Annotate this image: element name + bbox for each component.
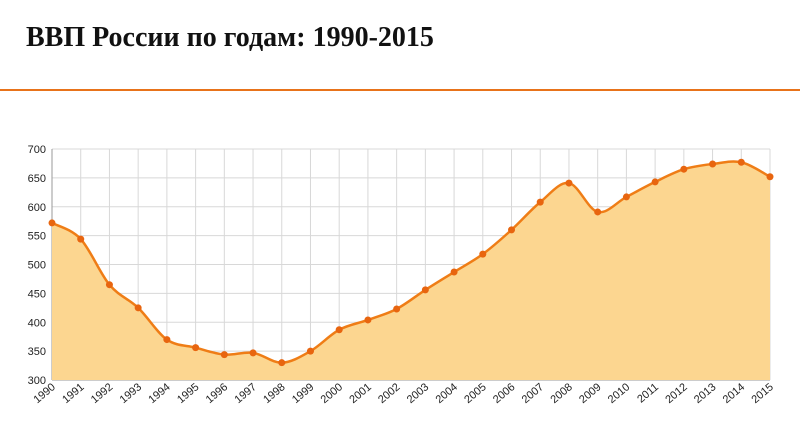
point	[651, 178, 659, 186]
x-tick-label: 2011	[635, 381, 661, 405]
x-tick-label: 1991	[60, 381, 86, 406]
y-tick-label: 350	[28, 346, 46, 358]
point	[249, 349, 257, 357]
point	[220, 351, 228, 359]
point	[709, 160, 717, 168]
x-tick-label: 2014	[721, 381, 747, 406]
point	[134, 304, 142, 312]
x-tick-label: 2003	[405, 381, 431, 406]
point	[536, 198, 544, 206]
point	[479, 250, 487, 258]
point	[48, 219, 56, 227]
x-tick-label: 2000	[319, 381, 345, 406]
y-tick-label: 550	[28, 231, 46, 243]
point	[680, 165, 688, 173]
point	[278, 359, 286, 367]
x-tick-label: 2001	[347, 381, 373, 406]
point	[594, 208, 602, 216]
x-tick-label: 2004	[434, 381, 460, 406]
x-tick-label: 1996	[204, 381, 230, 406]
point	[105, 281, 113, 289]
x-tick-label: 1999	[290, 381, 316, 406]
x-tick-label: 1994	[146, 381, 172, 406]
x-tick-label: 1993	[118, 381, 144, 406]
x-tick-label: 2010	[606, 381, 632, 406]
x-tick-label: 1995	[175, 381, 201, 406]
point	[565, 179, 573, 187]
point	[421, 286, 429, 294]
x-tick-label: 1992	[89, 381, 115, 406]
point	[77, 235, 85, 243]
y-tick-label: 400	[28, 317, 46, 329]
point	[163, 336, 171, 344]
chart-title: ВВП России по годам: 1990-2015	[26, 22, 434, 53]
y-tick-label: 650	[28, 173, 46, 185]
x-tick-label: 2008	[548, 381, 574, 406]
x-tick-label: 2015	[749, 381, 775, 406]
point	[364, 316, 372, 324]
x-tick-label: 1998	[261, 381, 287, 406]
point	[192, 344, 200, 352]
point	[393, 305, 401, 313]
point	[766, 173, 774, 181]
area	[52, 161, 770, 380]
y-tick-label: 500	[28, 260, 46, 272]
y-tick-label: 450	[28, 288, 46, 300]
x-tick-label: 2009	[577, 381, 603, 406]
y-tick-label: 700	[28, 144, 46, 156]
point	[508, 226, 516, 234]
point	[450, 268, 458, 276]
x-tick-label: 2002	[376, 381, 402, 406]
point	[306, 347, 314, 355]
point	[622, 193, 630, 201]
x-tick-label: 2006	[491, 381, 517, 406]
x-tick-label: 1997	[232, 381, 258, 406]
x-tick-label: 2012	[663, 381, 689, 406]
x-tick-label: 2005	[462, 381, 488, 406]
y-tick-label: 600	[28, 202, 46, 214]
y-tick-label: 300	[28, 375, 46, 387]
x-tick-label: 2007	[520, 381, 546, 406]
title-rule	[0, 89, 800, 91]
point	[335, 326, 343, 334]
x-tick-label: 2013	[692, 381, 718, 406]
point	[737, 158, 745, 166]
